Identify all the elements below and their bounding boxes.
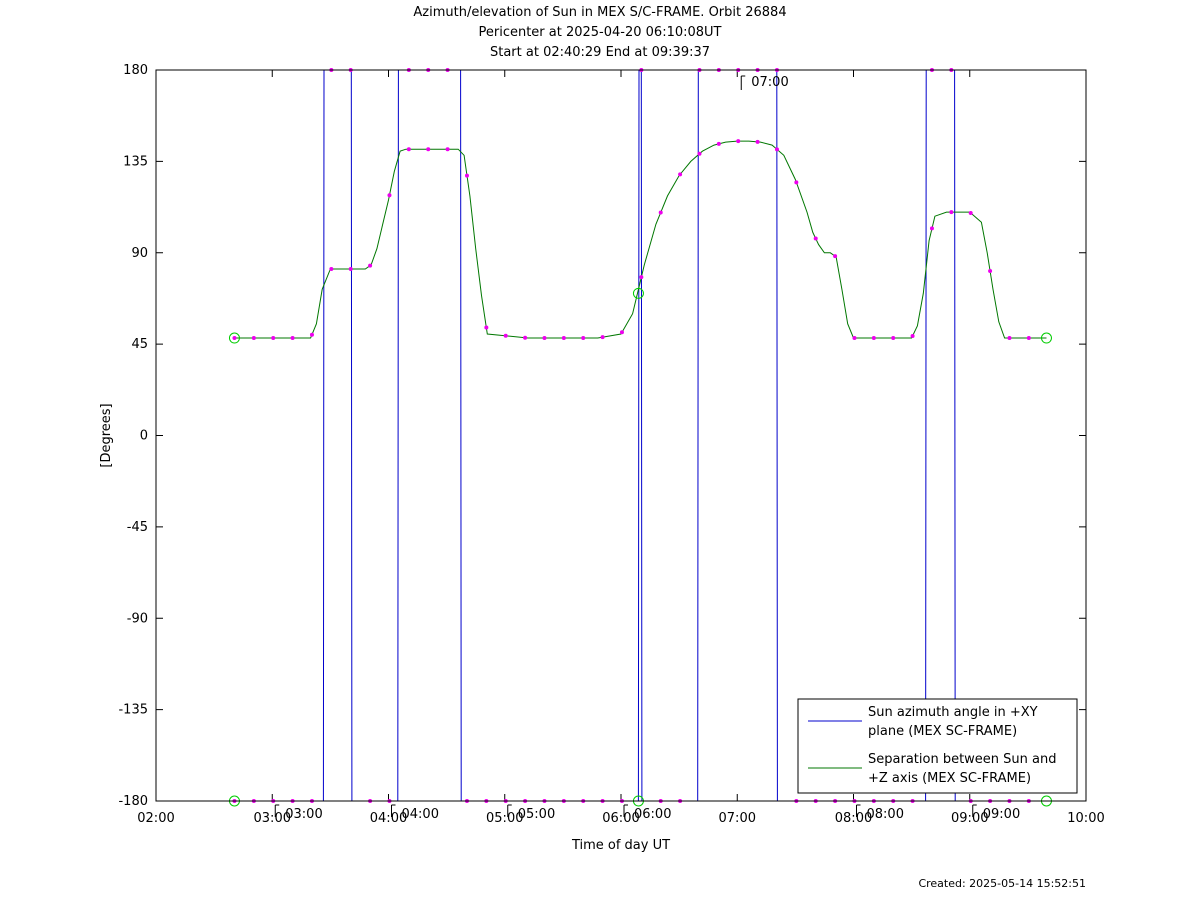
sample-dot — [639, 275, 644, 280]
sample-dot — [736, 139, 741, 144]
created-timestamp: Created: 2025-05-14 15:52:51 — [918, 877, 1086, 890]
sample-dot — [716, 141, 721, 146]
plot-frame — [155, 69, 1087, 802]
x-tick-label: 07:00 — [719, 811, 756, 826]
sample-dot — [949, 210, 954, 215]
sample-dot — [678, 172, 683, 177]
sample-dot — [445, 147, 450, 152]
hour-marker-label: 05:00 — [518, 807, 555, 822]
x-axis-label: Time of day UT — [571, 838, 670, 853]
x-tick-label: 06:00 — [602, 811, 639, 826]
sample-dot — [813, 236, 818, 241]
sample-dot — [581, 336, 586, 341]
sample-dot — [309, 332, 314, 337]
series-line-1 — [234, 69, 1047, 802]
sample-dot — [271, 336, 276, 341]
hour-marker-label: 07:00 — [751, 75, 788, 90]
sample-dot — [329, 266, 334, 271]
endpoint-marker — [632, 287, 644, 299]
hour-marker-label: 06:00 — [634, 807, 671, 822]
y-tick-label: -135 — [118, 703, 148, 718]
sample-dot — [794, 180, 799, 185]
sample-dot — [852, 336, 857, 341]
sample-dot — [658, 210, 663, 215]
sample-dot — [348, 266, 353, 271]
sample-dot — [232, 336, 237, 341]
legend-label-1: plane (MEX SC-FRAME) — [868, 724, 1017, 739]
sample-dot — [406, 147, 411, 152]
sample-dot — [1026, 336, 1031, 341]
sample-dot — [600, 335, 605, 340]
x-tick-label: 09:00 — [951, 811, 988, 826]
sample-dot — [697, 151, 702, 156]
sample-dot — [910, 334, 915, 339]
y-tick-label: 45 — [131, 337, 148, 352]
y-tick-label: 135 — [123, 154, 148, 169]
sample-dot — [251, 336, 256, 341]
x-tick-label: 04:00 — [370, 811, 407, 826]
sample-dot — [426, 147, 431, 152]
y-axis-label: [Degrees] — [99, 403, 114, 467]
y-tick-label: 180 — [123, 63, 148, 78]
sample-dot — [368, 263, 373, 268]
y-tick-label: -90 — [127, 611, 148, 626]
y-tick-label: 0 — [140, 429, 148, 444]
sample-dot — [968, 210, 973, 215]
legend-box — [797, 698, 1078, 794]
chart-subtitle-pericenter: Pericenter at 2025-04-20 06:10:08UT — [478, 25, 722, 40]
sample-dot — [523, 335, 528, 340]
sample-dot — [464, 173, 469, 178]
y-tick-label: 90 — [131, 246, 148, 261]
chart-subtitle-span: Start at 02:40:29 End at 09:39:37 — [489, 45, 711, 60]
sample-dot — [561, 336, 566, 341]
sample-dot — [929, 226, 934, 231]
x-tick-label: 08:00 — [835, 811, 872, 826]
sample-dot — [1007, 336, 1012, 341]
hour-marker-label: 09:00 — [983, 807, 1020, 822]
hour-marker-label: 08:00 — [867, 807, 904, 822]
sample-dot — [988, 269, 993, 274]
sample-dot — [871, 336, 876, 341]
chart-title: Azimuth/elevation of Sun in MEX S/C-FRAM… — [413, 5, 787, 20]
legend-label-2: +Z axis (MEX SC-FRAME) — [868, 771, 1031, 786]
sample-dot — [542, 336, 547, 341]
sample-dot — [774, 147, 779, 152]
hour-marker-label: 04:00 — [402, 807, 439, 822]
legend-label-1: Sun azimuth angle in +XY — [868, 705, 1038, 720]
endpoint-marker — [1040, 332, 1052, 344]
y-tick-label: -180 — [118, 794, 148, 809]
sample-dot — [290, 336, 295, 341]
sample-dot — [484, 325, 489, 330]
sample-dot — [387, 193, 392, 198]
sample-dot — [503, 333, 508, 338]
x-tick-label: 03:00 — [254, 811, 291, 826]
x-tick-label: 10:00 — [1067, 811, 1104, 826]
series-line-2 — [234, 140, 1047, 339]
sample-dot — [833, 254, 838, 259]
legend-label-2: Separation between Sun and — [868, 752, 1056, 767]
hour-marker-label: 03:00 — [285, 807, 322, 822]
sample-dot — [891, 336, 896, 341]
sample-dot — [755, 139, 760, 144]
y-tick-label: -45 — [127, 520, 148, 535]
x-tick-label: 02:00 — [137, 811, 174, 826]
x-tick-label: 05:00 — [486, 811, 523, 826]
sample-dot — [619, 330, 624, 335]
endpoint-marker — [228, 332, 240, 344]
